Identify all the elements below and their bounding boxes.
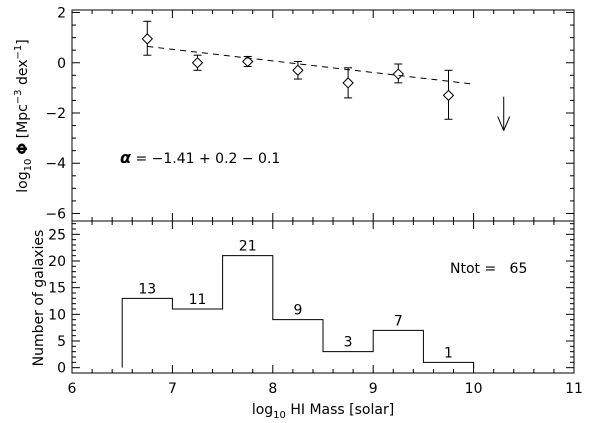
x-tick-label: 9 — [369, 381, 378, 397]
bar-value-label: 3 — [344, 335, 353, 351]
data-point — [342, 67, 354, 99]
bottom-y-tick-label: 0 — [57, 361, 66, 377]
bottom-y-axis-ticks — [72, 223, 574, 369]
bottom-y-tick-label: 10 — [48, 307, 66, 323]
bar-value-label: 21 — [239, 239, 257, 255]
mass-function-panel: 2 0 −2 −4 −6 α = −1.41 + 0.2 − 0.1 log10… — [13, 6, 575, 223]
arrow-head-left — [497, 116, 505, 131]
top-y-tick-label: 2 — [57, 6, 66, 22]
diamond-marker — [292, 64, 304, 76]
data-points — [141, 20, 455, 120]
bar-value-label: 7 — [394, 313, 403, 329]
bottom-y-tick-labels: 0 5 10 15 20 25 — [48, 227, 66, 376]
diamond-marker — [392, 68, 405, 80]
bar-value-label: 13 — [138, 281, 156, 297]
data-point — [191, 54, 204, 71]
ntot-annotation: Ntot = 65 — [450, 261, 527, 277]
bar-value-label: 1 — [444, 345, 453, 361]
top-y-tick-labels: 2 0 −2 −4 −6 — [45, 6, 66, 223]
histogram-bar-labels: 13 11 21 9 3 7 1 — [138, 239, 453, 362]
top-y-tick-label: 0 — [57, 56, 66, 72]
x-tick-label: 10 — [465, 381, 483, 397]
data-point — [241, 55, 254, 68]
bottom-y-tick-label: 20 — [48, 254, 66, 270]
data-point — [141, 20, 154, 56]
diamond-marker — [241, 55, 254, 68]
diamond-marker — [342, 77, 354, 89]
data-point — [292, 60, 304, 80]
bottom-x-tick-labels: 6 7 8 9 10 11 — [68, 381, 583, 397]
bottom-y-axis-title: Number of galaxies — [31, 230, 47, 367]
bottom-y-tick-label: 15 — [48, 281, 66, 297]
bottom-plot-frame — [71, 220, 575, 374]
diamond-marker — [442, 89, 455, 102]
top-y-tick-label: −4 — [45, 156, 66, 172]
x-tick-label: 11 — [565, 381, 583, 397]
diamond-marker — [191, 57, 204, 69]
alpha-symbol: α — [120, 148, 132, 167]
diamond-marker — [141, 33, 154, 45]
upper-limit-arrow — [497, 96, 511, 131]
fit-line — [147, 45, 474, 85]
top-x-axis-ticks — [71, 10, 575, 221]
histogram-panel: 0 5 10 15 20 25 6 7 8 9 10 11 13 11 21 9… — [31, 220, 583, 421]
bottom-y-tick-label: 5 — [57, 334, 66, 350]
bar-value-label: 9 — [293, 303, 302, 319]
top-y-axis-ticks — [72, 12, 574, 214]
alpha-value: = −1.41 + 0.2 − 0.1 — [131, 151, 280, 167]
x-tick-label: 7 — [168, 381, 177, 397]
alpha-annotation: α = −1.41 + 0.2 − 0.1 — [120, 148, 280, 167]
top-y-tick-label: −2 — [45, 106, 66, 122]
bottom-y-tick-label: 25 — [48, 227, 66, 243]
x-axis-title: log10 HI Mass [solar] — [252, 402, 394, 421]
histogram-step-line — [121, 255, 475, 368]
bar-value-label: 11 — [189, 292, 207, 308]
top-plot-frame — [71, 9, 575, 222]
data-point — [442, 69, 455, 120]
x-tick-label: 8 — [268, 381, 277, 397]
x-tick-label: 6 — [68, 381, 77, 397]
top-y-axis-title: log10Φ [Mpc−3 dex−1] — [13, 39, 34, 193]
arrow-head-right — [503, 116, 511, 131]
top-y-tick-label: −6 — [45, 206, 66, 222]
data-point — [392, 63, 405, 84]
